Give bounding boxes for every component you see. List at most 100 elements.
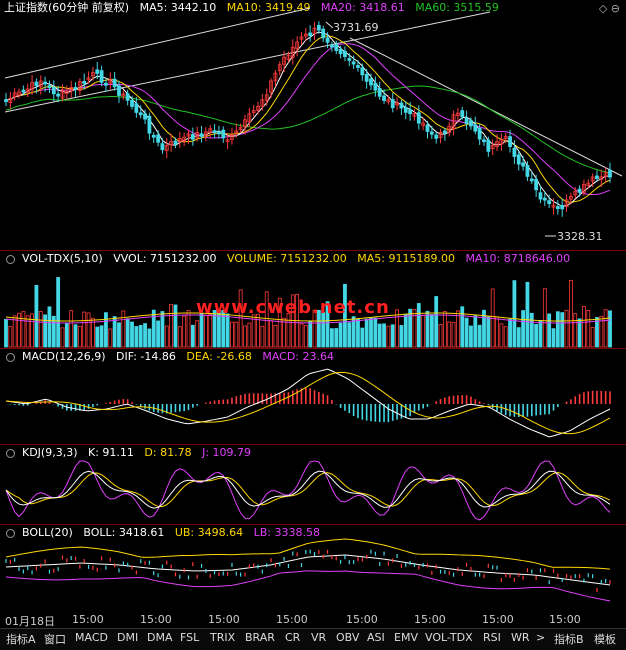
candle-body (603, 171, 608, 177)
tab-obv[interactable]: OBV (336, 631, 360, 644)
volume-bar (230, 321, 234, 348)
candle-body (108, 79, 113, 84)
tab-more-arrow[interactable]: > (536, 631, 546, 644)
candle-body (121, 93, 126, 97)
candle-body (82, 81, 87, 84)
candle-body (177, 138, 182, 143)
candle-body (382, 95, 386, 101)
tab-fsl[interactable]: FSL (180, 631, 200, 644)
volume-bar (599, 315, 604, 348)
ma20-label: MA20: 3418.61 (321, 1, 405, 14)
tab-indicator-a[interactable]: 指标A (6, 633, 36, 646)
collapse-dot-icon[interactable] (6, 352, 15, 362)
candle-body (529, 178, 534, 182)
volume-bar (91, 317, 95, 348)
candle-body (277, 64, 282, 72)
candle-body (138, 112, 143, 116)
candle-body (38, 80, 43, 88)
candle-body (256, 105, 260, 111)
tab-vol-tdx[interactable]: VOL-TDX (425, 631, 473, 644)
candle-body (395, 102, 399, 106)
volume-bar (473, 315, 478, 348)
dea-label: DEA: -26.68 (186, 350, 252, 363)
tab-template[interactable]: 模板 (594, 633, 616, 646)
candle-body (8, 98, 13, 103)
tab-cr[interactable]: CR (285, 631, 301, 644)
volume-bar (525, 281, 530, 348)
volume-bar (451, 321, 456, 348)
candle-body (91, 72, 95, 77)
macd-chart[interactable] (0, 349, 626, 444)
candle-body (273, 72, 278, 82)
price-panel[interactable]: 上证指数(60分钟 前复权) MA5: 3442.10 MA10: 3419.4… (0, 0, 626, 250)
collapse-dot-icon[interactable] (6, 528, 15, 538)
candle-body (521, 162, 525, 167)
macd-value-label: MACD: 23.64 (262, 350, 334, 363)
volume-bar (399, 325, 404, 348)
volume-bar (377, 323, 382, 348)
macd-panel[interactable]: MACD(12,26,9) DIF: -14.86 DEA: -26.68 MA… (0, 349, 626, 444)
tab-window[interactable]: 窗口 (44, 633, 66, 646)
candle-body (225, 139, 230, 143)
tab-emv[interactable]: EMV (394, 631, 418, 644)
tab-dma[interactable]: DMA (147, 631, 173, 644)
j-label: J: 109.79 (202, 446, 252, 459)
time-axis: 01月18日 15:00 15:00 15:00 15:00 15:00 15:… (0, 612, 626, 628)
kdj-panel[interactable]: KDJ(9,3,3) K: 91.11 D: 81.78 J: 109.79 (0, 445, 626, 524)
volume-bar (334, 328, 339, 348)
tab-trix[interactable]: TRIX (210, 631, 236, 644)
candle-body (56, 93, 61, 97)
tab-brar[interactable]: BRAR (245, 631, 275, 644)
candle-body (482, 139, 486, 143)
tab-macd[interactable]: MACD (75, 631, 108, 644)
volume-bar (343, 283, 347, 348)
candle-body (534, 178, 539, 191)
candle-body (399, 102, 404, 109)
candle-body (156, 134, 160, 143)
collapse-dot-icon[interactable] (6, 448, 15, 458)
candle-body (586, 182, 591, 186)
candlestick-chart[interactable] (0, 0, 626, 250)
candle-body (303, 33, 308, 37)
volume-panel[interactable]: VOL-TDX(5,10) VVOL: 7151232.00 VOLUME: 7… (0, 251, 626, 348)
collapse-dot-icon[interactable] (6, 254, 15, 264)
tab-wr[interactable]: WR (511, 631, 530, 644)
volume-bar (277, 297, 282, 348)
volume-bar (273, 324, 278, 348)
volume-bar (482, 309, 486, 348)
candle-body (412, 113, 417, 117)
panel-controls-icon[interactable]: ◇ ⊖ (598, 2, 620, 15)
tab-asi[interactable]: ASI (367, 631, 385, 644)
candle-body (308, 32, 313, 37)
candle-body (338, 49, 343, 55)
candle-body (369, 78, 373, 86)
tab-dmi[interactable]: DMI (117, 631, 139, 644)
volume-bar (47, 306, 52, 348)
tab-rsi[interactable]: RSI (483, 631, 501, 644)
volume-bar (99, 325, 104, 348)
volume-bar (547, 313, 552, 348)
candle-body (608, 169, 612, 178)
tab-indicator-b[interactable]: 指标B (554, 633, 584, 646)
volume-bar (186, 310, 191, 348)
boll-panel[interactable]: BOLL(20) BOLL: 3418.61 UB: 3498.64 LB: 3… (0, 525, 626, 612)
volume-chart[interactable] (0, 251, 626, 348)
trend-line (4, 11, 491, 113)
volume-bar (590, 327, 595, 348)
candle-body (164, 145, 169, 151)
candle-body (477, 127, 482, 140)
volume-bar (151, 309, 156, 348)
volume-bar (108, 328, 113, 348)
kdj-chart[interactable] (0, 445, 626, 524)
volume-bar (251, 314, 256, 348)
volume-bar (125, 318, 130, 348)
candle-body (542, 197, 547, 201)
volume-bar (499, 323, 504, 348)
volume-bar (369, 317, 373, 348)
tab-vr[interactable]: VR (311, 631, 327, 644)
volume-bar (564, 309, 569, 348)
volume-bar (43, 314, 48, 348)
boll-chart[interactable] (0, 525, 626, 612)
vvol-label: VVOL: 7151232.00 (113, 252, 217, 265)
volume-bar (529, 312, 534, 348)
